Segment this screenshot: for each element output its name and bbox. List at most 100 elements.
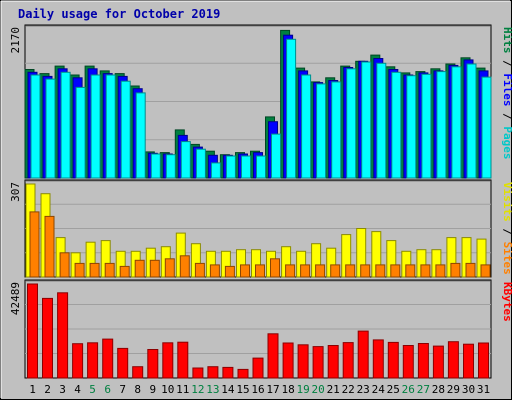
bar-kbytes-day-2 xyxy=(42,297,53,379)
bar-sites-day-29 xyxy=(450,262,461,278)
bar-sites-day-6 xyxy=(104,262,115,278)
x-tick-label: 2 xyxy=(44,383,51,396)
bar-kbytes-day-9 xyxy=(147,349,159,379)
x-tick-label: 24 xyxy=(372,383,386,396)
bar-pages-day-27 xyxy=(421,73,432,179)
bar-sites-day-19 xyxy=(300,264,311,278)
legend: KBytes xyxy=(501,282,512,322)
x-tick-label: 20 xyxy=(311,383,324,396)
bar-sites-day-10 xyxy=(164,258,175,278)
x-tick-label: 16 xyxy=(251,383,264,396)
bar-pages-day-5 xyxy=(90,74,101,179)
bar-sites-day-23 xyxy=(360,264,371,278)
bar-pages-day-31 xyxy=(481,76,492,179)
x-tick-label: 13 xyxy=(206,383,219,396)
bar-kbytes-day-17 xyxy=(267,333,279,379)
bar-kbytes-day-8 xyxy=(132,366,144,379)
x-tick-label: 31 xyxy=(477,383,490,396)
x-tick-label: 18 xyxy=(281,383,294,396)
bar-pages-day-21 xyxy=(331,81,342,179)
bar-sites-day-1 xyxy=(29,211,40,278)
bar-pages-day-12 xyxy=(195,148,206,179)
bar-pages-day-7 xyxy=(120,80,131,179)
legend: Hits / Files / Pages xyxy=(501,27,512,160)
bar-sites-day-2 xyxy=(44,215,55,278)
legend-sites: Sites xyxy=(501,242,512,275)
bar-sites-day-13 xyxy=(209,264,220,278)
x-tick-label: 23 xyxy=(357,383,370,396)
bar-kbytes-day-24 xyxy=(372,339,384,379)
bar-pages-day-30 xyxy=(466,63,477,179)
bar-kbytes-day-13 xyxy=(207,366,219,379)
bar-pages-day-28 xyxy=(436,71,447,179)
legend-pages: Pages xyxy=(501,126,512,159)
legend: Visits / Sites xyxy=(501,182,512,275)
bar-sites-day-27 xyxy=(420,264,431,278)
x-axis-labels: 1 2 3 4 5 6 7 8 9 10 11 12 13 14 15 16 17 18 19 20 21 22 23 24 2… xyxy=(29,383,490,396)
bar-kbytes-day-21 xyxy=(327,345,339,379)
bar-sites-day-17 xyxy=(270,258,280,278)
bar-kbytes-day-7 xyxy=(117,347,129,379)
bar-sites-day-12 xyxy=(194,262,205,278)
x-tick-label: 4 xyxy=(74,383,81,396)
bar-sites-day-3 xyxy=(59,252,70,278)
x-tick-label: 19 xyxy=(296,383,309,396)
bar-pages-day-3 xyxy=(60,71,71,179)
x-tick-label: 6 xyxy=(104,383,111,396)
bar-sites-day-7 xyxy=(119,265,130,278)
bar-pages-day-15 xyxy=(241,155,251,179)
legend-separator: / xyxy=(501,222,512,242)
bar-kbytes-day-11 xyxy=(177,341,189,379)
bar-pages-day-4 xyxy=(75,86,86,179)
bar-sites-day-14 xyxy=(224,265,235,278)
bar-pages-day-25 xyxy=(391,71,402,179)
bar-sites-day-4 xyxy=(74,262,85,278)
bar-pages-day-6 xyxy=(105,74,116,179)
kbytes-panel: 42489 KBytes xyxy=(9,279,512,379)
bar-sites-day-22 xyxy=(345,264,356,278)
bar-pages-day-29 xyxy=(451,66,462,179)
x-tick-label: 11 xyxy=(176,383,189,396)
bar-sites-day-8 xyxy=(134,259,145,278)
chart-title: Daily usage for October 2019 xyxy=(18,7,220,21)
x-tick-label: 1 xyxy=(29,383,36,396)
bar-kbytes-day-15 xyxy=(237,368,249,379)
x-tick-label: 30 xyxy=(462,383,475,396)
x-tick-label: 15 xyxy=(236,383,249,396)
bar-kbytes-day-1 xyxy=(27,283,38,379)
x-tick-label: 9 xyxy=(149,383,156,396)
bar-kbytes-day-6 xyxy=(102,338,114,379)
bar-sites-day-21 xyxy=(330,264,341,278)
y-max-label: 307 xyxy=(9,182,22,202)
bar-pages-day-22 xyxy=(346,68,357,179)
bar-pages-day-11 xyxy=(180,141,191,179)
bar-kbytes-day-19 xyxy=(297,344,309,379)
bar-kbytes-day-5 xyxy=(87,342,99,379)
bar-kbytes-day-25 xyxy=(387,341,399,379)
bar-pages-day-23 xyxy=(361,61,372,179)
bar-kbytes-day-30 xyxy=(463,343,474,379)
legend-kbytes: KBytes xyxy=(501,282,512,322)
bar-sites-day-16 xyxy=(255,264,265,278)
pages-files-hits-panel: 2170 Hits / Files / Pages xyxy=(9,24,512,179)
x-tick-label: 10 xyxy=(161,383,174,396)
x-tick-label: 14 xyxy=(221,383,235,396)
bar-kbytes-day-28 xyxy=(432,345,444,379)
x-tick-label: 21 xyxy=(327,383,340,396)
x-tick-label: 28 xyxy=(432,383,445,396)
bar-sites-day-24 xyxy=(375,264,386,278)
bar-kbytes-day-29 xyxy=(447,341,459,379)
x-tick-label: 7 xyxy=(119,383,126,396)
bar-kbytes-day-16 xyxy=(252,357,264,379)
legend-hits: Hits xyxy=(501,27,512,54)
bar-pages-day-17 xyxy=(271,133,281,179)
bar-sites-day-26 xyxy=(405,264,416,278)
x-tick-label: 22 xyxy=(342,383,355,396)
x-tick-label: 3 xyxy=(59,383,66,396)
bar-pages-day-14 xyxy=(225,155,236,179)
bar-kbytes-day-31 xyxy=(478,342,489,379)
legend-separator: / xyxy=(501,107,512,127)
x-tick-label: 26 xyxy=(402,383,415,396)
sites-visits-panel: 307 Visits / Sites xyxy=(9,179,512,278)
